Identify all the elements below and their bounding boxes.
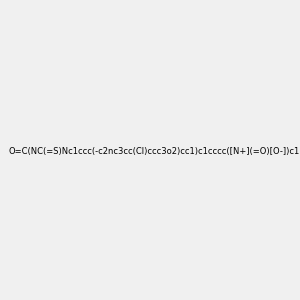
Text: O=C(NC(=S)Nc1ccc(-c2nc3cc(Cl)ccc3o2)cc1)c1cccc([N+](=O)[O-])c1: O=C(NC(=S)Nc1ccc(-c2nc3cc(Cl)ccc3o2)cc1)…	[8, 147, 299, 156]
